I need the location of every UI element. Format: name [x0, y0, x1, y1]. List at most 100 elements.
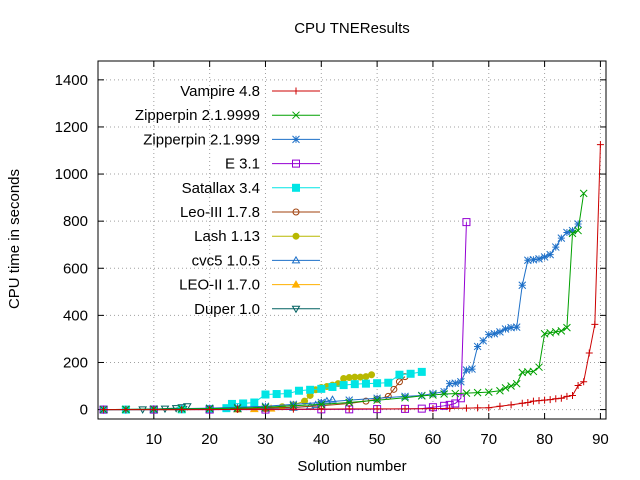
data-point [440, 387, 448, 396]
y-tick-label: 0 [80, 402, 88, 419]
x-tick-label: 10 [145, 431, 162, 448]
data-point [417, 367, 426, 376]
data-point [507, 401, 515, 409]
x-tick-label: 50 [369, 431, 386, 448]
data-point [574, 382, 582, 390]
data-point [451, 399, 460, 408]
data-point [462, 218, 471, 227]
data-point [507, 323, 515, 332]
data-point [373, 396, 381, 405]
data-point [535, 363, 543, 372]
data-point [462, 389, 471, 397]
legend-swatch-marker [291, 255, 301, 264]
data-point [250, 398, 259, 407]
legend-entry: cvc5 1.0.5 [192, 252, 320, 269]
series-zipperpin-2-1-999 [99, 220, 582, 414]
data-point [546, 250, 555, 259]
data-point [540, 253, 549, 261]
data-point [568, 226, 577, 235]
data-point [122, 406, 130, 414]
data-point [462, 366, 471, 374]
data-point [178, 406, 186, 414]
data-point [501, 384, 510, 392]
legend-swatch-marker [292, 208, 300, 216]
legend-entry: Zipperpin 2.1.9999 [135, 107, 320, 124]
x-axis-title: Solution number [297, 458, 406, 475]
data-point [518, 399, 526, 407]
data-point [535, 254, 543, 263]
data-point [261, 390, 270, 399]
data-point [474, 404, 482, 412]
data-point [317, 400, 326, 409]
data-point [384, 378, 393, 387]
legend-entry: LEO-II 1.7.0 [179, 277, 320, 294]
data-point [283, 389, 292, 398]
legend-label: Zipperpin 2.1.999 [143, 131, 260, 148]
legend-label: E 3.1 [225, 156, 260, 173]
y-tick-label: 600 [63, 260, 88, 277]
data-point [294, 386, 303, 395]
legend-swatch-marker [291, 305, 301, 314]
data-point [551, 243, 560, 251]
legend-swatch-marker [292, 135, 300, 144]
legend-swatch-marker [292, 111, 300, 120]
data-point [563, 392, 571, 400]
x-tick-label: 40 [313, 431, 330, 448]
x-tick-label: 60 [425, 431, 442, 448]
data-point [317, 405, 325, 413]
data-point [496, 386, 504, 395]
data-point [429, 391, 437, 399]
data-point [401, 405, 409, 413]
data-point [306, 385, 315, 394]
data-point [356, 373, 364, 381]
data-point [468, 365, 476, 373]
data-point [395, 378, 403, 386]
data-point [596, 141, 604, 149]
data-point [406, 369, 415, 378]
data-point [546, 396, 554, 404]
data-point [574, 226, 582, 235]
x-tick-label: 20 [201, 431, 218, 448]
y-tick-label: 400 [63, 307, 88, 324]
data-point [328, 395, 337, 403]
data-point [150, 406, 158, 414]
x-tick-label: 80 [536, 431, 553, 448]
data-point [451, 389, 460, 398]
legend-swatch-marker [292, 183, 300, 192]
data-point [100, 406, 108, 414]
data-point [345, 396, 354, 405]
data-point [345, 374, 353, 382]
legend-swatch-marker [291, 280, 301, 288]
data-point [479, 336, 488, 345]
data-point [417, 392, 426, 400]
data-point [557, 234, 566, 242]
data-point [591, 320, 599, 328]
data-point [401, 392, 409, 401]
legend-label: LEO-II 1.7.0 [179, 277, 260, 294]
y-tick-label: 800 [63, 213, 88, 230]
data-point [457, 377, 465, 386]
data-point [451, 379, 460, 388]
data-point [317, 398, 326, 407]
data-point [512, 323, 521, 331]
data-point [401, 393, 409, 402]
y-tick-label: 1200 [55, 119, 88, 136]
legend-entry: Vampire 4.8 [180, 83, 320, 100]
data-point [350, 380, 359, 389]
data-point [373, 405, 381, 413]
data-point [345, 398, 354, 407]
data-point [234, 405, 242, 413]
data-point [473, 388, 482, 397]
x-tick-label: 90 [592, 431, 609, 448]
data-point [390, 385, 398, 393]
data-point [484, 388, 493, 397]
data-point [507, 382, 515, 390]
y-tick-label: 1400 [55, 72, 88, 89]
data-point [557, 327, 566, 335]
data-point [289, 400, 298, 409]
data-point [373, 379, 382, 388]
data-point [496, 328, 504, 336]
data-point [317, 384, 326, 393]
data-point [328, 382, 337, 391]
